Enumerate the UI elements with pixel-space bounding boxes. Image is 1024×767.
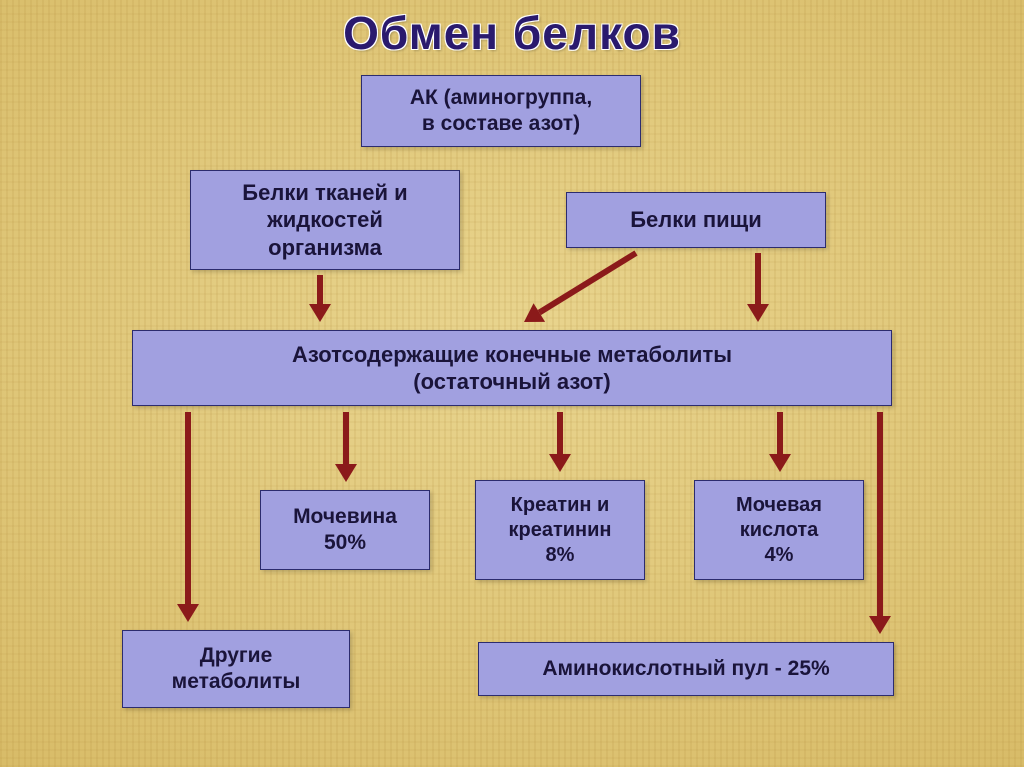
box-food-proteins: Белки пищи xyxy=(566,192,826,248)
box-amino-acid: АК (аминогруппа,в составе азот) xyxy=(361,75,641,147)
slide-title: Обмен белков xyxy=(0,6,1024,60)
box-amino-acid-pool: Аминокислотный пул - 25% xyxy=(478,642,894,696)
box-amino-acid-label: АК (аминогруппа,в составе азот) xyxy=(410,85,592,138)
box-other-metabolites-label: Другиеметаболиты xyxy=(172,643,301,696)
box-uric-acid-label: Мочеваякислота4% xyxy=(736,493,822,568)
box-food-proteins-label: Белки пищи xyxy=(630,206,762,234)
box-tissue-proteins: Белки тканей ижидкостейорганизма xyxy=(190,170,460,270)
box-tissue-proteins-label: Белки тканей ижидкостейорганизма xyxy=(242,179,407,262)
box-nitrogen-metabolites: Азотсодержащие конечные метаболиты(остат… xyxy=(132,330,892,406)
box-creatine: Креатин икреатинин8% xyxy=(475,480,645,580)
box-uric-acid: Мочеваякислота4% xyxy=(694,480,864,580)
box-urea-label: Мочевина50% xyxy=(293,504,397,557)
box-other-metabolites: Другиеметаболиты xyxy=(122,630,350,708)
box-nitrogen-metabolites-label: Азотсодержащие конечные метаболиты(остат… xyxy=(292,341,732,396)
box-creatine-label: Креатин икреатинин8% xyxy=(508,493,611,568)
box-urea: Мочевина50% xyxy=(260,490,430,570)
box-amino-acid-pool-label: Аминокислотный пул - 25% xyxy=(542,656,829,682)
